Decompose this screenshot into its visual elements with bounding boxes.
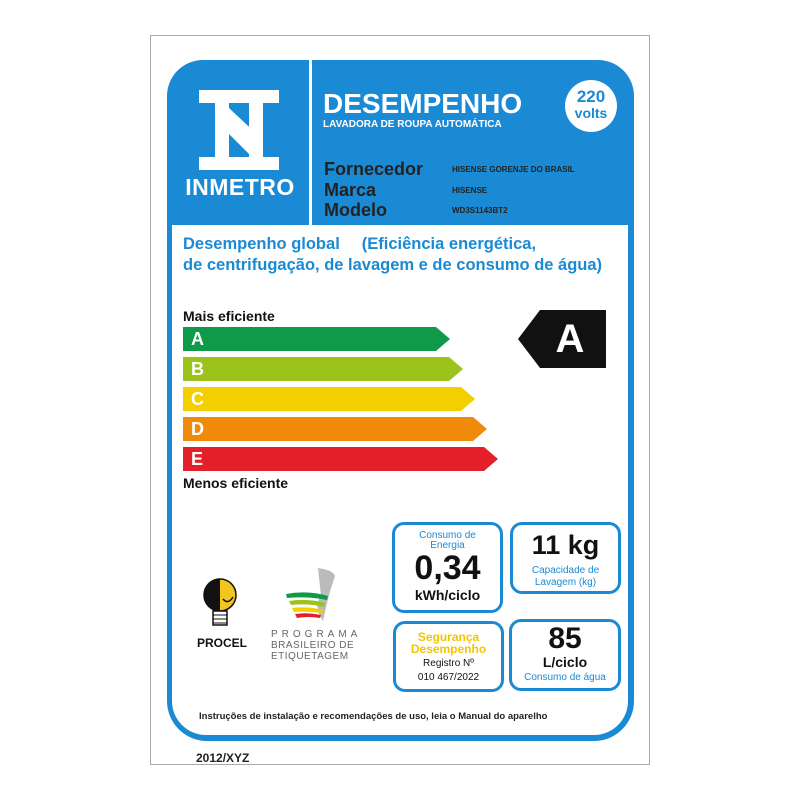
rating-title-line2: de centrifugação, de lavagem e de consum… [183, 256, 603, 274]
voltage-unit: volts [574, 105, 608, 121]
energy-value: 0,34 [414, 549, 481, 587]
water-unit: L/ciclo [542, 654, 588, 670]
model-label: Modelo [324, 200, 387, 220]
safety-box: Segurança Desempenho Registro Nº 010 467… [393, 621, 504, 692]
energy-bar-e: E [183, 447, 498, 471]
registry-label: Registro Nº [423, 658, 474, 669]
pbe-line1: PROGRAMA [271, 629, 362, 640]
header-divider [309, 60, 312, 225]
safety-line1: Segurança [417, 630, 480, 644]
label-title: DESEMPENHO [323, 88, 523, 119]
inmetro-brand: INMETRO [185, 174, 295, 200]
brand-value: HISENSE [452, 186, 488, 195]
safety-line2: Desempenho [410, 642, 487, 656]
energy-label: Consumo de Energia [419, 530, 476, 551]
rating-title: Desempenho global (Eficiência energética, [183, 235, 536, 254]
procel-logo-text: PROCEL [197, 636, 248, 650]
water-box: 85 L/ciclo Consumo de água [509, 619, 621, 691]
energy-bar-b: B [183, 357, 463, 381]
pbe-line2: BRASILEIRO DE [271, 640, 355, 651]
least-efficient-label: Menos eficiente [183, 475, 289, 491]
rating-title-main: Desempenho global [183, 235, 340, 253]
pbe-logo-text: PROGRAMA BRASILEIRO DE ETIQUETAGEM [271, 629, 361, 662]
label-subtitle: LAVADORA DE ROUPA AUTOMÁTICA [323, 119, 502, 130]
energy-consumption-box: Consumo de Energia 0,34 kWh/ciclo [392, 522, 503, 613]
rating-title-paren: (Eficiência energética, [361, 235, 537, 253]
supplier-label: Fornecedor [324, 159, 424, 179]
voltage-value: 220 [576, 87, 606, 106]
pbe-logo-icon [286, 568, 335, 621]
capacity-label: Capacidade de Lavagem (kg) [531, 565, 600, 588]
water-label: Consumo de água [524, 672, 606, 683]
rating-indicator: A [518, 310, 606, 368]
voltage-badge: 220 volts [565, 80, 617, 132]
energy-unit: kWh/ciclo [414, 587, 481, 603]
label-code: 2012/XYZ [196, 751, 250, 765]
footer-instructions: Instruções de instalação e recomendações… [199, 711, 548, 722]
capacity-value: 11 kg [531, 530, 600, 560]
procel-bulb-icon [203, 578, 237, 626]
energy-bar-a: A [183, 327, 450, 351]
most-efficient-label: Mais eficiente [183, 308, 275, 324]
energy-bar-d: D [183, 417, 487, 441]
supplier-value: HISENSE GORENJE DO BRASIL [452, 165, 575, 174]
capacity-box: 11 kg Capacidade de Lavagem (kg) [510, 522, 621, 594]
registry-value: 010 467/2022 [417, 672, 480, 683]
pbe-line3: ETIQUETAGEM [271, 651, 349, 662]
model-value: WD3S1143BT2 [452, 206, 508, 215]
brand-label: Marca [324, 180, 377, 200]
inmetro-logo-icon [199, 90, 279, 170]
water-value: 85 [548, 622, 582, 655]
energy-bar-c: C [183, 387, 475, 411]
